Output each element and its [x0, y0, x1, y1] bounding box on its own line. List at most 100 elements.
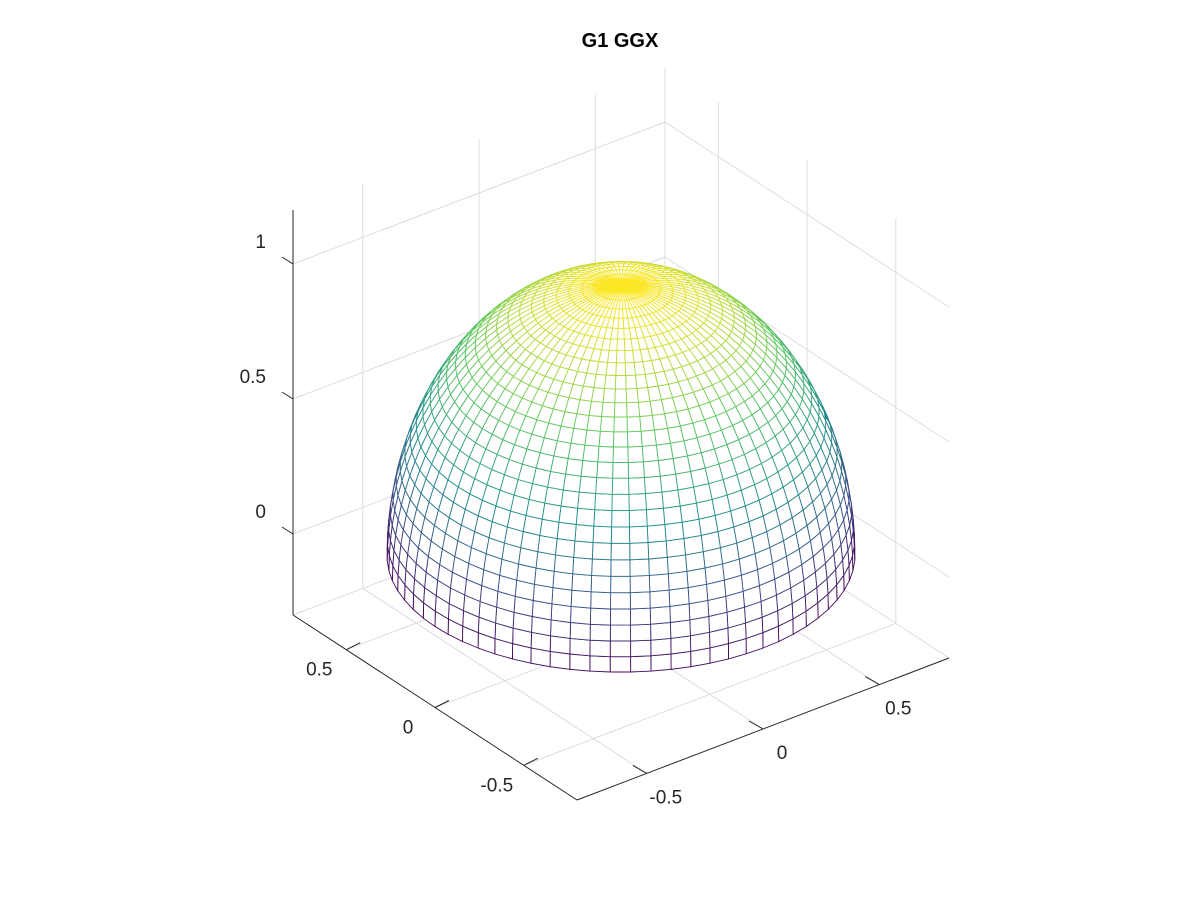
- surface-patch: [628, 509, 648, 528]
- surface-patch: [610, 592, 631, 610]
- surface-patch: [648, 556, 669, 576]
- surface-patch: [553, 554, 575, 575]
- tick-labels: -0.5 0 0.5 -0.5 0 0.5 0 0.5 1: [240, 232, 912, 808]
- surface-patch: [667, 570, 689, 591]
- surface-patch: [560, 489, 580, 509]
- surface-patch: [595, 477, 614, 495]
- surface-patch: [555, 538, 576, 558]
- surface-patch: [651, 413, 669, 431]
- surface-patch: [666, 554, 688, 575]
- surface-patch: [630, 655, 652, 673]
- surface-patch: [679, 502, 700, 523]
- surface-patch: [670, 650, 692, 670]
- y-tick-label: -0.5: [480, 775, 513, 796]
- surface-patch: [675, 470, 695, 491]
- surface-patch: [623, 327, 632, 340]
- surface-patch: [624, 361, 637, 376]
- surface-patch: [609, 624, 632, 642]
- surface-patch: [648, 573, 670, 593]
- surface-patch: [610, 575, 631, 594]
- surface-patch: [570, 605, 592, 625]
- surface-patch: [571, 573, 593, 593]
- surface-patch: [611, 510, 630, 528]
- surface-patch: [610, 559, 631, 577]
- surface-patch: [628, 525, 649, 544]
- surface-patch: [628, 493, 647, 511]
- surface-patch: [577, 491, 597, 511]
- surface-patch: [626, 401, 641, 418]
- surface-patch: [661, 489, 681, 509]
- surface-patch: [637, 400, 653, 417]
- surface-patch: [597, 445, 614, 463]
- x-tick-mark: [632, 764, 648, 774]
- surface-patch: [624, 349, 635, 364]
- surface-patch: [644, 491, 664, 511]
- surface-patch: [601, 401, 616, 418]
- surface-patch: [647, 540, 668, 560]
- y-tick-mark: [523, 757, 539, 766]
- surface-patch: [612, 431, 629, 448]
- surface-patch: [447, 346, 460, 365]
- surface-patch: [672, 455, 692, 475]
- surface-patch: [612, 462, 629, 479]
- surface-patch: [599, 416, 615, 433]
- surface-patch: [602, 387, 616, 404]
- surface-patch: [550, 603, 572, 624]
- surface-patch: [629, 558, 650, 577]
- grid-line-y-floor: [523, 622, 896, 766]
- surface-patch: [549, 635, 571, 655]
- surface-patch: [572, 556, 593, 576]
- surface-patch: [643, 475, 663, 494]
- surface-patch: [591, 542, 612, 561]
- surface-patch: [649, 605, 671, 625]
- surface-patch: [562, 473, 582, 493]
- surface-patch: [669, 619, 691, 639]
- surface-mesh: [386, 261, 856, 673]
- surface-patch: [609, 656, 632, 673]
- surface-patch: [614, 375, 627, 390]
- surface-patch: [655, 442, 674, 462]
- surface-patch: [550, 619, 571, 639]
- surface-patch: [573, 540, 594, 560]
- surface-patch: [629, 542, 650, 561]
- x-tick-label: -0.5: [649, 787, 682, 808]
- surface-patch: [657, 457, 677, 477]
- surface-patch: [665, 537, 686, 558]
- z-tick-label: 1: [255, 232, 266, 253]
- x-tick-mark: [748, 720, 764, 730]
- surface-patch: [541, 502, 562, 523]
- surface-patch: [609, 640, 632, 658]
- surface-patch: [614, 388, 628, 404]
- surface-patch: [589, 655, 611, 673]
- surface-patch: [627, 461, 645, 479]
- surface-patch: [611, 477, 630, 495]
- surface-patch: [650, 653, 672, 672]
- z-tick-mark: [281, 526, 294, 535]
- surface-patch: [582, 444, 600, 463]
- surface-patch: [594, 493, 613, 511]
- surface-patch: [625, 387, 639, 404]
- surface-patch: [556, 521, 577, 542]
- surface-patch: [650, 622, 672, 641]
- axes: [281, 210, 950, 801]
- surface-patch: [627, 445, 644, 463]
- surface-patch: [641, 444, 659, 463]
- surface-patch: [590, 574, 612, 594]
- z-tick-mark: [281, 256, 294, 265]
- surface-patch: [598, 430, 615, 448]
- surface-patch: [552, 570, 574, 591]
- grid-line-z-back-right: [664, 121, 950, 308]
- surface-patch: [575, 507, 596, 527]
- x-tick-mark: [865, 676, 880, 686]
- surface-patch: [662, 505, 683, 526]
- y-tick-mark: [434, 700, 450, 708]
- surface-patch: [592, 525, 613, 544]
- y-tick-label: 0.5: [306, 660, 332, 681]
- surface-patch: [596, 461, 614, 479]
- surface-patch: [611, 493, 630, 511]
- surface-patch: [664, 521, 685, 542]
- surface-patch: [589, 623, 611, 642]
- surface-patch: [607, 284, 622, 287]
- surface-patch: [636, 387, 651, 403]
- surface-patch: [642, 460, 661, 478]
